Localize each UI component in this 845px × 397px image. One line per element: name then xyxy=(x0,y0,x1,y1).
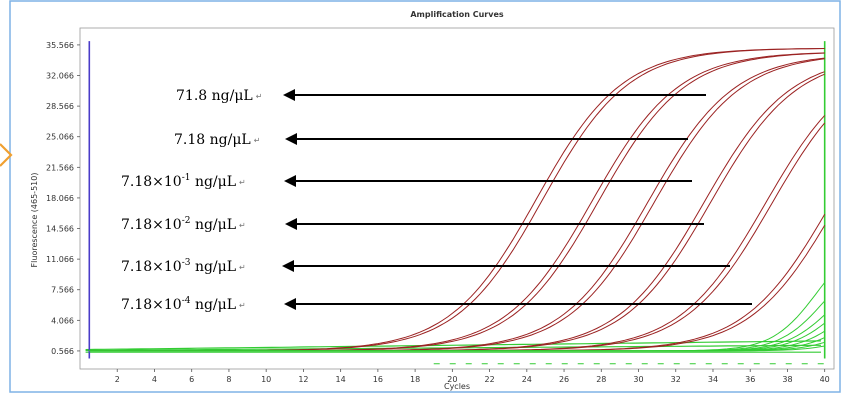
x-tick-label: 28 xyxy=(596,375,606,384)
x-tick-label: 6 xyxy=(189,375,194,384)
x-tick-label: 2 xyxy=(115,375,120,384)
x-axis-label: Cycles xyxy=(444,382,470,391)
paragraph-mark-icon: ↵ xyxy=(239,263,246,272)
y-tick-label: 35.566 xyxy=(46,41,74,50)
x-tick-label: 24 xyxy=(522,375,532,384)
x-tick-label: 8 xyxy=(226,375,231,384)
chart-title: Amplification Curves xyxy=(410,10,504,19)
arrow-head-icon xyxy=(285,218,297,230)
x-tick-label: 34 xyxy=(708,375,718,384)
paragraph-mark-icon: ↵ xyxy=(239,301,246,310)
amplification-curve-14-1 xyxy=(89,345,825,352)
concentration-label-6: 7.18×10-4 ng/μL xyxy=(121,296,236,313)
x-tick-label: 12 xyxy=(298,375,308,384)
arrow-head-icon xyxy=(284,175,296,187)
x-tick-label: 18 xyxy=(410,375,420,384)
x-tick-label: 40 xyxy=(820,375,830,384)
concentration-label-3: 7.18×10-1 ng/μL xyxy=(121,173,236,190)
arrow-head-icon xyxy=(283,89,295,101)
y-tick-label: 14.566 xyxy=(46,225,74,234)
x-axis-ticks: 2 4 6 8 10 12 14 16 18 20 22 24 26 28 30 32 34 36 38 40 xyxy=(115,369,830,384)
x-tick-label: 30 xyxy=(633,375,643,384)
x-tick-label: 10 xyxy=(261,375,271,384)
x-tick-label: 22 xyxy=(484,375,494,384)
paragraph-mark-icon: ↵ xyxy=(254,136,261,145)
vertical-markers xyxy=(88,41,826,359)
y-tick-label: 32.066 xyxy=(46,72,74,81)
arrow-head-icon xyxy=(282,260,294,272)
paragraph-mark-icon: ↵ xyxy=(239,221,246,230)
y-axis-ticks: 0.566 4.066 7.566 11.066 14.566 18.066 21.566 2… xyxy=(46,41,80,356)
concentration-label-1: 71.8 ng/μL xyxy=(176,88,253,104)
concentration-label-4: 7.18×10-2 ng/μL xyxy=(121,216,236,233)
x-tick-label: 20 xyxy=(447,375,457,384)
chevron-right-icon xyxy=(0,143,13,167)
x-tick-label: 26 xyxy=(559,375,569,384)
y-tick-label: 0.566 xyxy=(51,347,74,356)
concentration-label-2: 7.18 ng/μL xyxy=(174,132,251,148)
baseline-curve-3 xyxy=(85,340,822,351)
x-tick-label: 36 xyxy=(745,375,755,384)
curve-layer xyxy=(89,48,826,352)
x-tick-label: 32 xyxy=(671,375,681,384)
y-tick-label: 7.566 xyxy=(51,286,74,295)
arrow-head-icon xyxy=(285,133,297,145)
y-tick-label: 4.066 xyxy=(51,316,74,325)
y-tick-label: 25.066 xyxy=(46,133,74,142)
x-tick-label: 16 xyxy=(373,375,383,384)
annotation-layer: 71.8 ng/μL ↵7.18 ng/μL ↵7.18×10-1 ng/μL ↵7.… xyxy=(121,88,752,313)
y-tick-label: 18.066 xyxy=(46,194,74,203)
concentration-label-5: 7.18×10-3 ng/μL xyxy=(121,258,236,275)
x-tick-label: 4 xyxy=(152,375,157,384)
plot-area xyxy=(79,27,835,370)
y-tick-label: 11.066 xyxy=(46,255,74,264)
arrow-head-icon xyxy=(284,298,296,310)
y-tick-label: 28.566 xyxy=(46,102,74,111)
y-axis-label: Fluorescence (465-510) xyxy=(30,173,39,268)
x-tick-label: 14 xyxy=(336,375,346,384)
y-tick-label: 21.566 xyxy=(46,163,74,172)
x-tick-label: 38 xyxy=(782,375,792,384)
paragraph-mark-icon: ↵ xyxy=(256,92,263,101)
paragraph-mark-icon: ↵ xyxy=(239,178,246,187)
